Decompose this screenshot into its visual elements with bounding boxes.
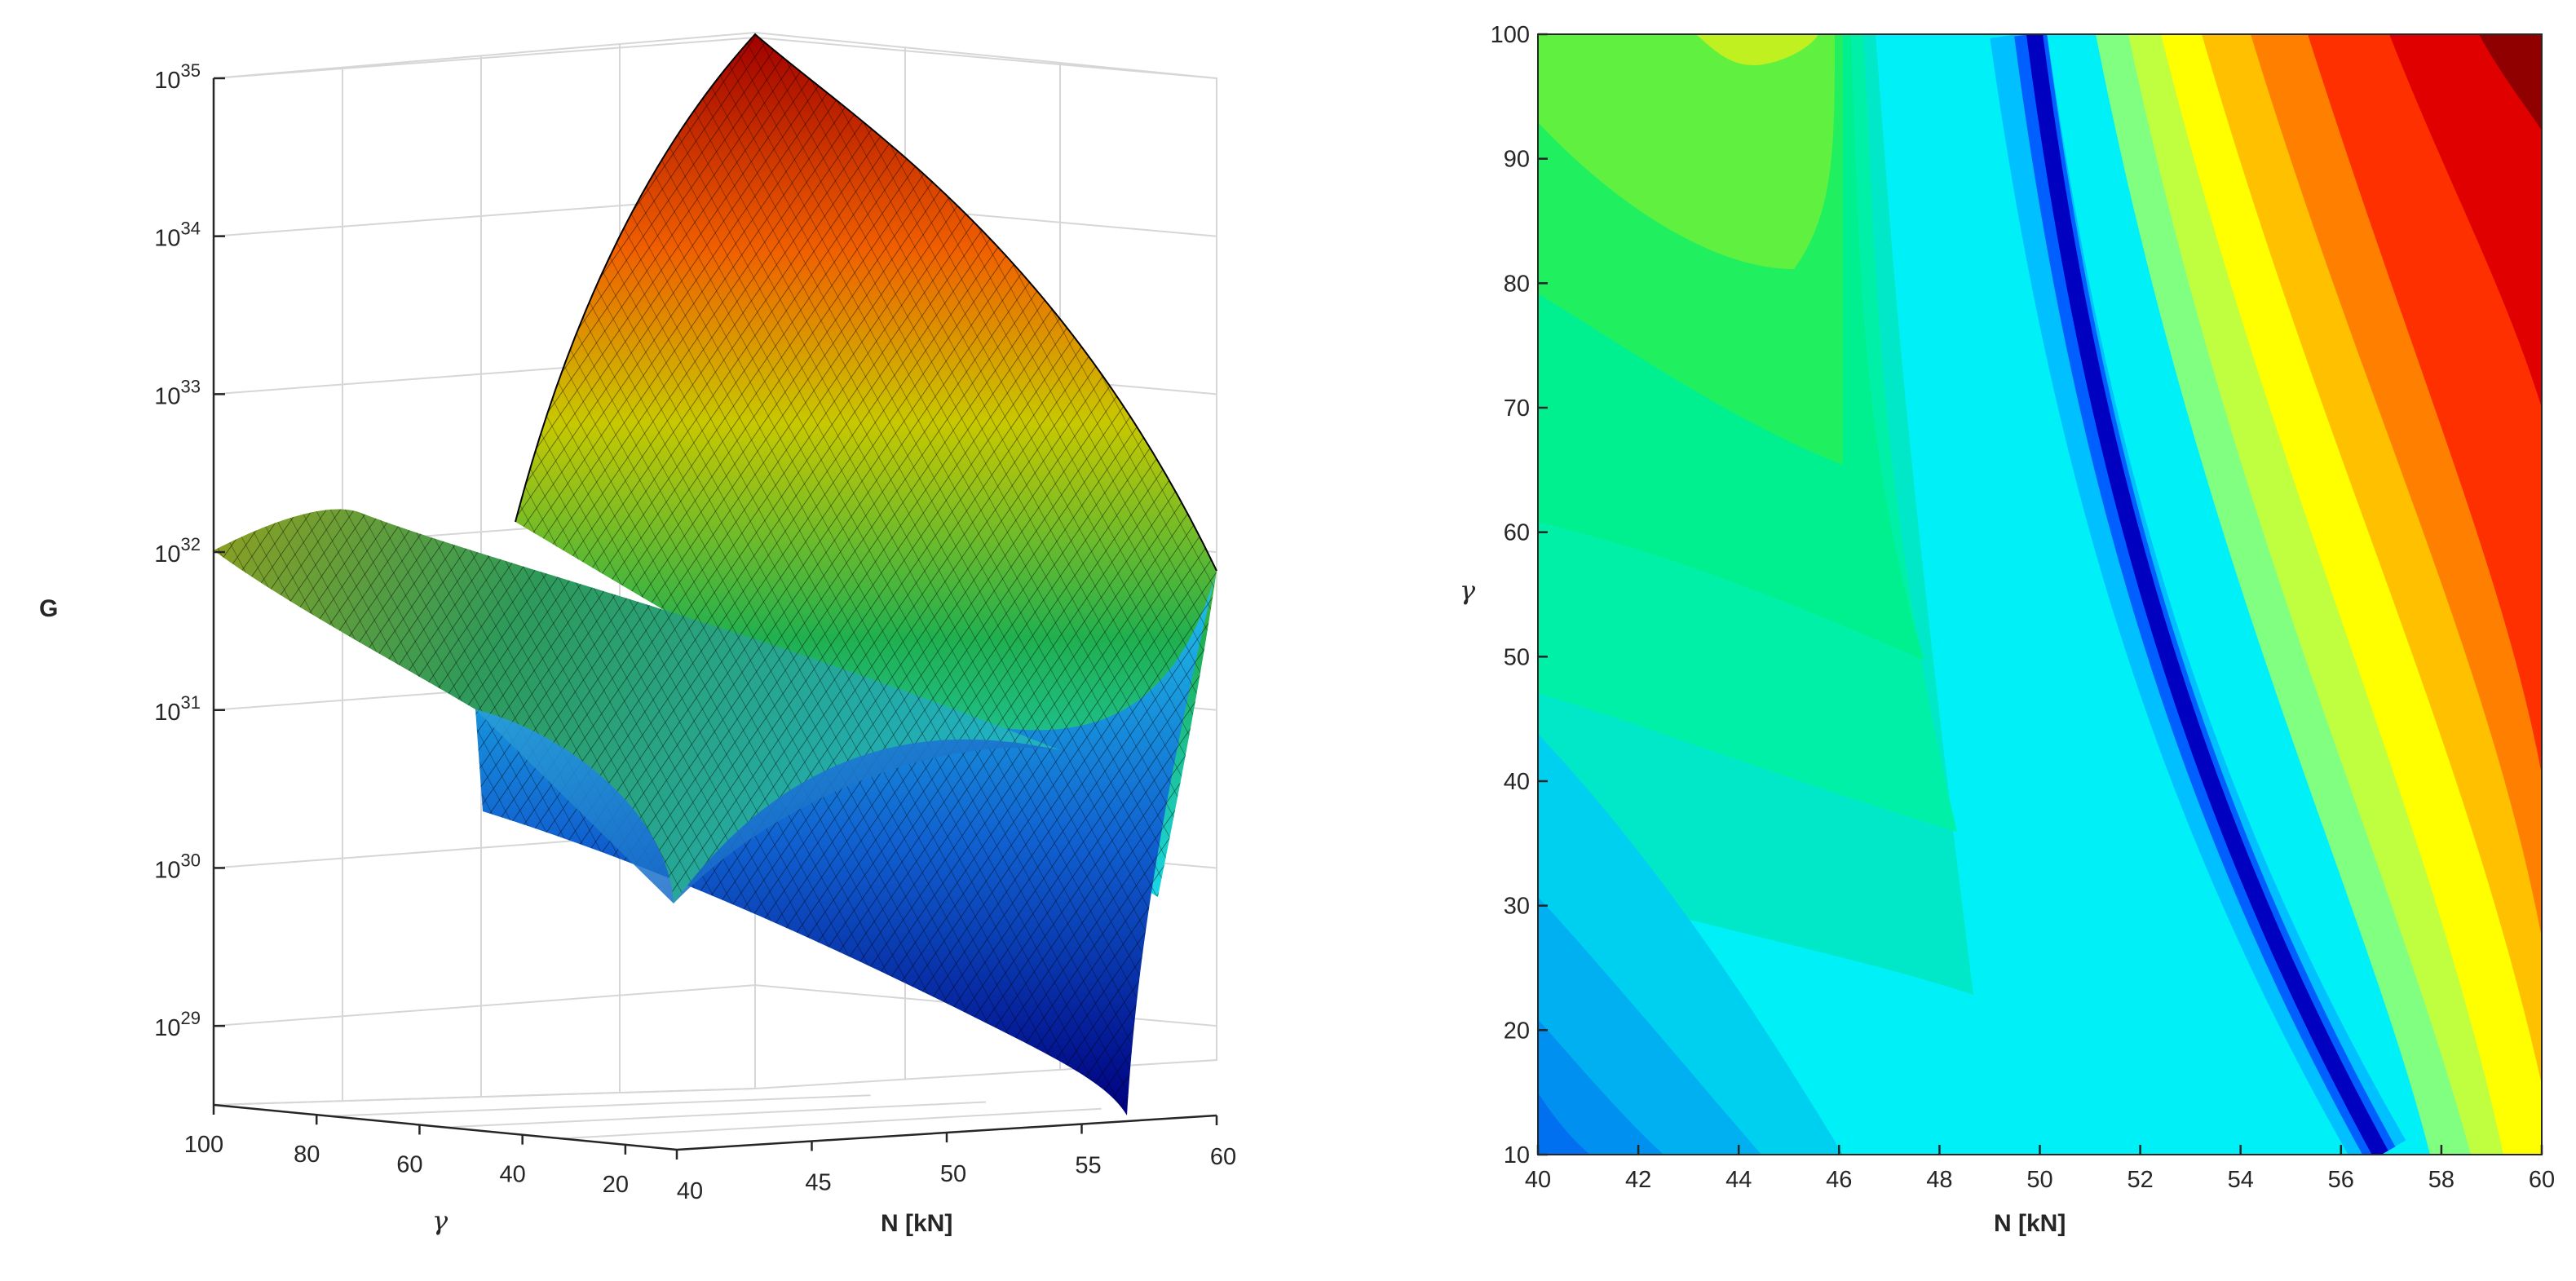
surface-ztick-label: 1032	[154, 534, 201, 568]
surface-xtick-label: 40	[677, 1178, 703, 1204]
surface-ytick-label: 40	[500, 1162, 526, 1188]
contour-ytick-label: 100	[1491, 22, 1530, 48]
contour-xtick-label: 44	[1725, 1167, 1752, 1193]
surface-ytick-label: 100	[184, 1132, 223, 1158]
contour-ytick-label: 60	[1504, 520, 1530, 546]
contour-ytick-label: 90	[1504, 147, 1530, 173]
contour-xtick-label: 46	[1826, 1167, 1852, 1193]
contour-ytick-label: 80	[1504, 271, 1530, 297]
surface-mesh	[214, 33, 1217, 1115]
contour-xtick-label: 58	[2428, 1167, 2454, 1193]
surface-ytick-label: 80	[294, 1142, 320, 1168]
surface-axes: 1029 1030 1031 1032 1033 1034 1035 100 80 60 40 20 4…	[154, 60, 1236, 1204]
surface-ztick-label: 1029	[154, 1008, 201, 1041]
contour-ytick-label: 70	[1504, 395, 1530, 422]
contour-fill	[1538, 34, 2542, 1155]
surface-xlabel: N [kN]	[881, 1210, 952, 1237]
contour-xtick-label: 40	[1525, 1167, 1551, 1193]
contour-xlabel: N [kN]	[1994, 1210, 2066, 1237]
surface-ylabel: γ	[432, 1205, 448, 1236]
surface-xtick-label: 45	[805, 1170, 831, 1196]
surface-ztick-label: 1033	[154, 376, 201, 409]
surface-xtick-label: 55	[1075, 1153, 1101, 1179]
surface-ztick-label: 1030	[154, 850, 201, 883]
contour-xtick-label: 42	[1625, 1167, 1651, 1193]
contour-ytick-label: 10	[1504, 1142, 1530, 1168]
surface-ztick-label: 1035	[154, 60, 201, 94]
contour-ytick-label: 50	[1504, 644, 1530, 670]
contour-ytick-label: 20	[1504, 1018, 1530, 1044]
surface-zlabel: G	[39, 595, 58, 622]
contour-ticks: 40 42 44 46 48 50 52 54 56 58 60 10 20 30 40 50 60 70 80 90…	[1491, 22, 2556, 1193]
contour-ylabel: γ	[1460, 575, 1476, 606]
surface-ztick-label: 1034	[154, 219, 201, 252]
contour-xtick-label: 50	[2026, 1167, 2052, 1193]
contour-xtick-label: 52	[2127, 1167, 2153, 1193]
contour-xtick-label: 60	[2529, 1167, 2555, 1193]
surface-ytick-label: 20	[603, 1172, 629, 1198]
surface-plot: 1029 1030 1031 1032 1033 1034 1035 100 80 60 40 20 4…	[39, 31, 1236, 1237]
surface-xtick-label: 50	[940, 1161, 966, 1187]
surface-xtick-label: 60	[1210, 1144, 1236, 1170]
contour-xtick-label: 54	[2228, 1167, 2254, 1193]
contour-xtick-label: 48	[1926, 1167, 1952, 1193]
contour-ytick-label: 30	[1504, 894, 1530, 920]
surface-ztick-label: 1031	[154, 692, 201, 726]
contour-ytick-label: 40	[1504, 769, 1530, 795]
contour-plot: 40 42 44 46 48 50 52 54 56 58 60 10 20 30 40 50 60 70 80 90…	[1460, 22, 2555, 1237]
contour-xtick-label: 56	[2328, 1167, 2354, 1193]
surface-ytick-label: 60	[396, 1151, 422, 1177]
